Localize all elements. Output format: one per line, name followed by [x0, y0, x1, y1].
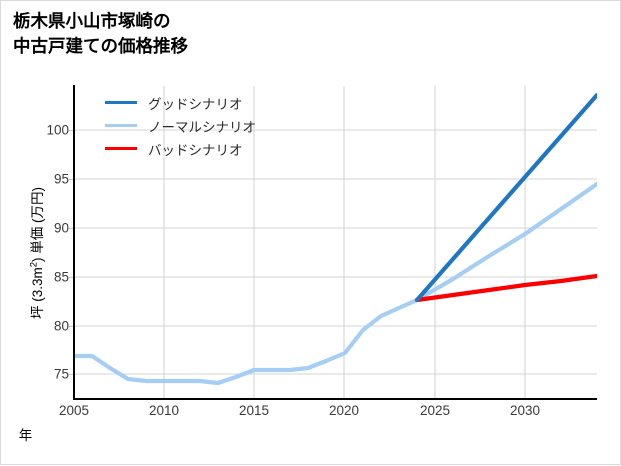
y-axis-spine: [73, 85, 75, 400]
y-axis-title-pre: 坪 (3.3m: [30, 267, 45, 320]
grid-vertical: [74, 86, 526, 399]
y-axis-title-superscript: 2: [28, 261, 40, 268]
legend-swatch-normal-icon: [105, 123, 137, 128]
y-tick-label: 100: [46, 122, 69, 138]
plot-area: [74, 86, 597, 399]
y-axis-title-post: ) 単価 (万円): [30, 186, 45, 262]
y-axis-ticks: 100 95 90 85 80 75: [1, 1, 73, 466]
plot-svg: [74, 86, 597, 399]
legend-label-bad: バッドシナリオ: [148, 142, 243, 158]
x-tick-label: 2010: [148, 403, 180, 418]
series-line-normal: [74, 181, 597, 386]
legend-label-normal: ノーマルシナリオ: [148, 119, 256, 135]
y-tick-label: 80: [53, 318, 69, 334]
y-tick-label: 95: [53, 171, 69, 187]
y-tick-label: 85: [53, 269, 69, 285]
x-tick-label: 2030: [509, 403, 541, 418]
legend-item-bad: バッドシナリオ: [105, 137, 256, 160]
y-tick-label: 90: [53, 220, 69, 236]
grid-horizontal: [74, 129, 597, 375]
x-axis-title-text: 年: [18, 428, 33, 443]
legend-label-good: グッドシナリオ: [148, 96, 243, 112]
series-line-bad: [414, 273, 597, 303]
x-tick-label: 2025: [419, 403, 451, 418]
legend-item-normal: ノーマルシナリオ: [105, 114, 256, 137]
legend-item-good: グッドシナリオ: [105, 91, 256, 114]
legend-swatch-bad-icon: [105, 146, 137, 151]
x-axis-title: 年: [1, 424, 621, 444]
x-tick-label: 2015: [238, 403, 270, 418]
x-axis-spine: [73, 398, 597, 400]
y-axis-title: 坪 (3.3m2) 単価 (万円): [26, 123, 46, 383]
chart-title: 栃木県小山市塚崎の 中古戸建ての価格推移: [13, 11, 188, 56]
x-tick-label: 2020: [328, 403, 360, 418]
legend-swatch-good-icon: [105, 100, 137, 105]
y-tick-label: 75: [53, 366, 69, 382]
series-line-good: [414, 92, 597, 303]
chart-legend: グッドシナリオ ノーマルシナリオ バッドシナリオ: [105, 91, 256, 160]
x-tick-label: 2005: [58, 403, 90, 418]
